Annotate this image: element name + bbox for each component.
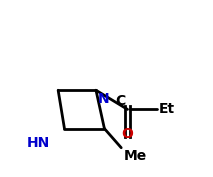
Text: Et: Et xyxy=(159,102,175,116)
Text: O: O xyxy=(122,127,134,141)
Text: HN: HN xyxy=(27,136,50,150)
Text: C: C xyxy=(115,94,125,108)
Text: Me: Me xyxy=(123,150,147,164)
Text: N: N xyxy=(98,92,110,106)
